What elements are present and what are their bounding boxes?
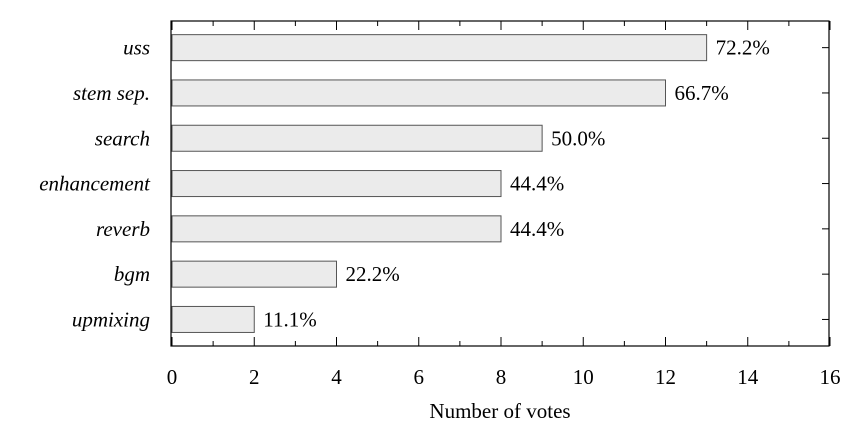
bar — [171, 170, 502, 198]
category-label: bgm — [114, 262, 150, 286]
bar — [171, 124, 543, 152]
bar — [171, 215, 502, 243]
x-tick-label: 14 — [737, 365, 759, 389]
category-label: search — [95, 126, 150, 150]
data-label: 66.7% — [675, 81, 729, 105]
x-tick-label: 4 — [331, 365, 342, 389]
x-tick-label: 6 — [414, 365, 425, 389]
data-labels: 72.2% 66.7% 50.0% 44.4% 44.4% 22.2% 11.1% — [263, 36, 770, 332]
x-tick-label: 0 — [167, 365, 178, 389]
bar — [171, 260, 337, 288]
category-label: reverb — [96, 217, 150, 241]
category-label: enhancement — [39, 172, 151, 196]
x-tick-label: 8 — [496, 365, 507, 389]
x-tick-label: 12 — [655, 365, 676, 389]
x-tick-labels: 0 2 4 6 8 10 12 14 16 — [167, 365, 841, 389]
x-tick-label: 16 — [820, 365, 841, 389]
x-tick-label: 10 — [573, 365, 594, 389]
category-label: stem sep. — [73, 81, 150, 105]
category-labels: uss stem sep. search enhancement reverb bgm up… — [39, 36, 151, 332]
x-axis-title: Number of votes — [429, 399, 570, 423]
bars — [171, 34, 708, 333]
data-label: 50.0% — [551, 126, 605, 150]
bar — [171, 305, 255, 333]
bar — [171, 34, 708, 62]
data-label: 72.2% — [716, 36, 770, 60]
category-label: uss — [123, 36, 150, 60]
data-label: 11.1% — [263, 307, 316, 331]
bar — [171, 79, 666, 107]
category-label: upmixing — [72, 307, 150, 331]
data-label: 44.4% — [510, 217, 564, 241]
data-label: 44.4% — [510, 172, 564, 196]
x-tick-label: 2 — [249, 365, 260, 389]
data-label: 22.2% — [346, 262, 400, 286]
